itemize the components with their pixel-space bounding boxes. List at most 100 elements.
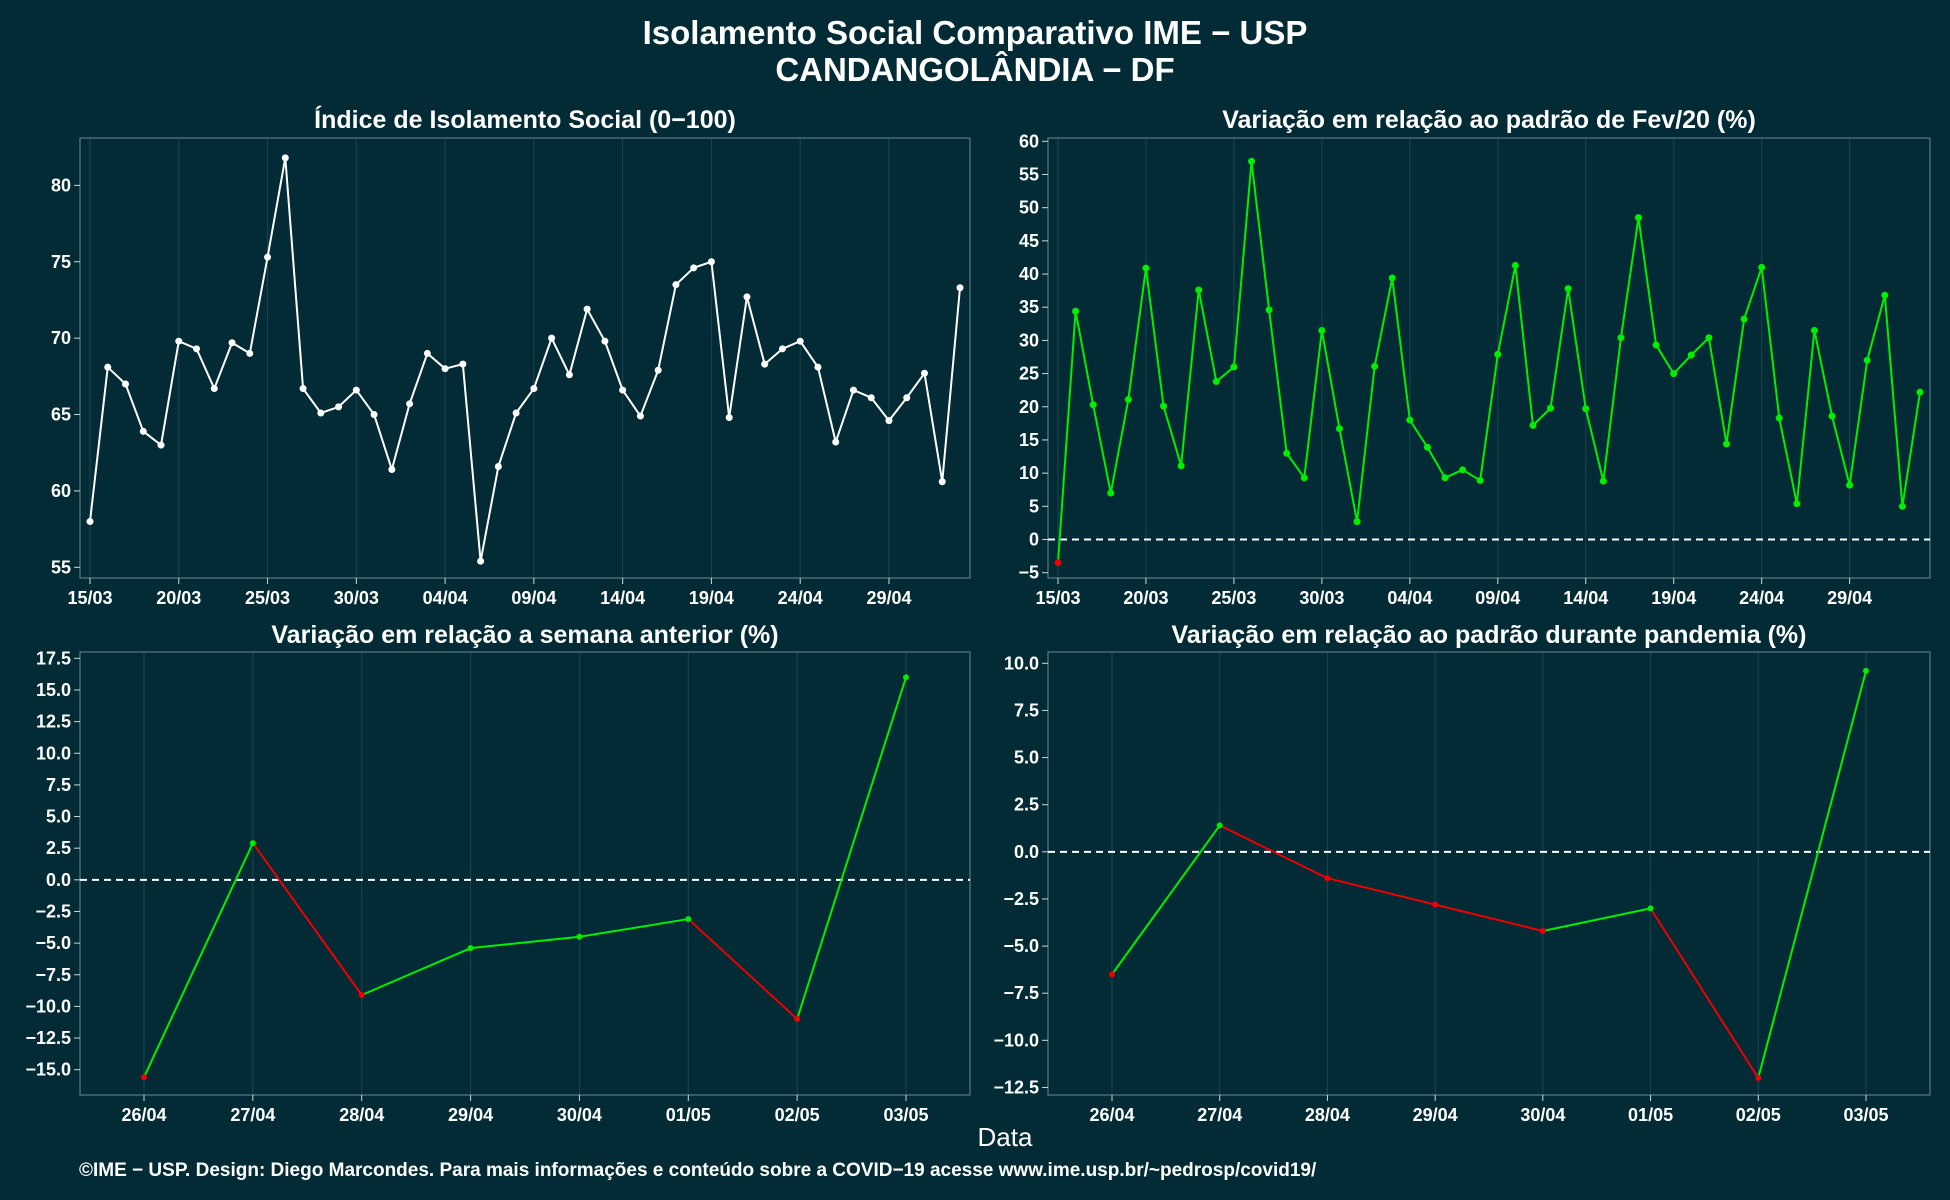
- data-point: [1054, 559, 1062, 567]
- data-point: [903, 394, 911, 402]
- series-segment: [923, 373, 944, 482]
- data-point: [1810, 326, 1818, 334]
- series-segment: [532, 337, 553, 389]
- series-segment: [1162, 405, 1183, 467]
- series-segment: [870, 397, 890, 422]
- x-tick-label: 29/04: [1413, 1105, 1458, 1125]
- data-point: [388, 466, 396, 474]
- series-segment: [1778, 417, 1798, 504]
- series-segment: [941, 287, 961, 482]
- data-point: [1705, 334, 1713, 342]
- plot-frame: [79, 137, 971, 579]
- series-segment: [1232, 161, 1253, 368]
- y-tick-label: 17.5: [36, 648, 71, 668]
- x-tick-label: 20/03: [156, 588, 201, 608]
- series-segment: [1250, 161, 1271, 311]
- data-point: [1529, 421, 1537, 429]
- data-point: [249, 840, 256, 847]
- data-point: [601, 337, 609, 345]
- data-point: [370, 411, 378, 419]
- plot-frame: [1047, 651, 1931, 1096]
- data-point: [494, 462, 502, 470]
- series-segment: [1649, 907, 1760, 1079]
- x-tick-label: 01/05: [666, 1105, 711, 1125]
- data-point: [358, 992, 365, 999]
- data-point: [690, 264, 698, 272]
- series-segment: [1567, 288, 1587, 409]
- data-point: [1511, 261, 1519, 269]
- data-point: [1617, 334, 1625, 342]
- data-point: [1216, 822, 1223, 829]
- series-segment: [1197, 289, 1218, 382]
- data-point: [1160, 402, 1168, 410]
- series-segment: [408, 353, 429, 405]
- x-tick-label: 09/04: [511, 588, 556, 608]
- panel-title: Variação em relação a semana anterior (%…: [271, 621, 778, 649]
- data-point: [1283, 449, 1291, 457]
- series-segment: [1619, 217, 1640, 338]
- x-tick-label: 19/04: [1651, 588, 1696, 608]
- data-point: [246, 349, 254, 357]
- data-point: [796, 337, 804, 345]
- x-tick-label: 03/05: [1843, 1105, 1888, 1125]
- data-point: [141, 1074, 147, 1081]
- series-segment: [710, 261, 731, 418]
- data-point: [1635, 214, 1643, 222]
- series-segment: [1707, 337, 1728, 445]
- series-segment: [361, 947, 471, 996]
- y-tick-label: 0.0: [1014, 842, 1039, 862]
- x-tick-label: 28/04: [1305, 1105, 1350, 1125]
- data-point: [1916, 388, 1924, 396]
- x-tick-label: 29/04: [1827, 588, 1872, 608]
- series-segment: [302, 387, 322, 414]
- x-tick-label: 04/04: [423, 588, 468, 608]
- series-segment: [1672, 354, 1693, 375]
- x-tick-label: 24/04: [1739, 588, 1784, 608]
- main-title: Isolamento Social Comparativo IME − USP: [643, 14, 1308, 51]
- x-tick-label: 25/03: [1211, 588, 1256, 608]
- data-point: [1599, 477, 1607, 485]
- series-segment: [1434, 903, 1544, 932]
- series-segment: [470, 935, 580, 950]
- data-point: [264, 253, 272, 261]
- data-point: [1758, 263, 1766, 271]
- y-tick-label: 0: [1029, 530, 1039, 550]
- data-point: [1687, 351, 1695, 359]
- data-point: [1898, 502, 1906, 510]
- footer-credit: ©IME − USP. Design: Diego Marcondes. Par…: [79, 1160, 1317, 1181]
- series-segment: [213, 342, 233, 389]
- data-point: [477, 557, 485, 565]
- y-tick-label: −7.5: [35, 965, 71, 985]
- series-segment: [1813, 330, 1834, 417]
- x-tick-label: 29/04: [448, 1105, 493, 1125]
- panel-padrao-pandemia: Variação em relação ao padrão durante pa…: [993, 621, 1931, 1125]
- data-point: [1371, 362, 1379, 370]
- series-segment: [728, 296, 748, 418]
- data-point: [956, 284, 964, 292]
- series-segment: [284, 157, 305, 389]
- data-point: [1881, 291, 1889, 299]
- data-point: [778, 345, 786, 353]
- data-point: [530, 385, 538, 393]
- series-segment: [252, 842, 363, 996]
- series-segment: [1285, 452, 1306, 479]
- x-tick-label: 30/03: [1299, 588, 1344, 608]
- y-tick-label: 50: [1019, 198, 1039, 218]
- data-point: [707, 258, 715, 266]
- y-tick-label: 35: [1019, 297, 1039, 317]
- series-segment: [1831, 415, 1851, 486]
- series-segment: [1373, 277, 1394, 367]
- series-segment: [1655, 344, 1675, 375]
- series-segment: [1496, 265, 1517, 355]
- x-tick-label: 30/03: [334, 588, 379, 608]
- data-point: [210, 385, 218, 393]
- data-point: [423, 349, 431, 357]
- series-segment: [1743, 267, 1763, 320]
- data-point: [175, 337, 183, 345]
- series-segment: [1637, 217, 1658, 346]
- series-segment: [568, 308, 589, 376]
- data-point: [406, 400, 414, 408]
- panel-isolamento: Índice de Isolamento Social (0−100) 55 60 6…: [51, 105, 971, 608]
- data-point: [583, 305, 591, 313]
- data-point: [122, 380, 130, 388]
